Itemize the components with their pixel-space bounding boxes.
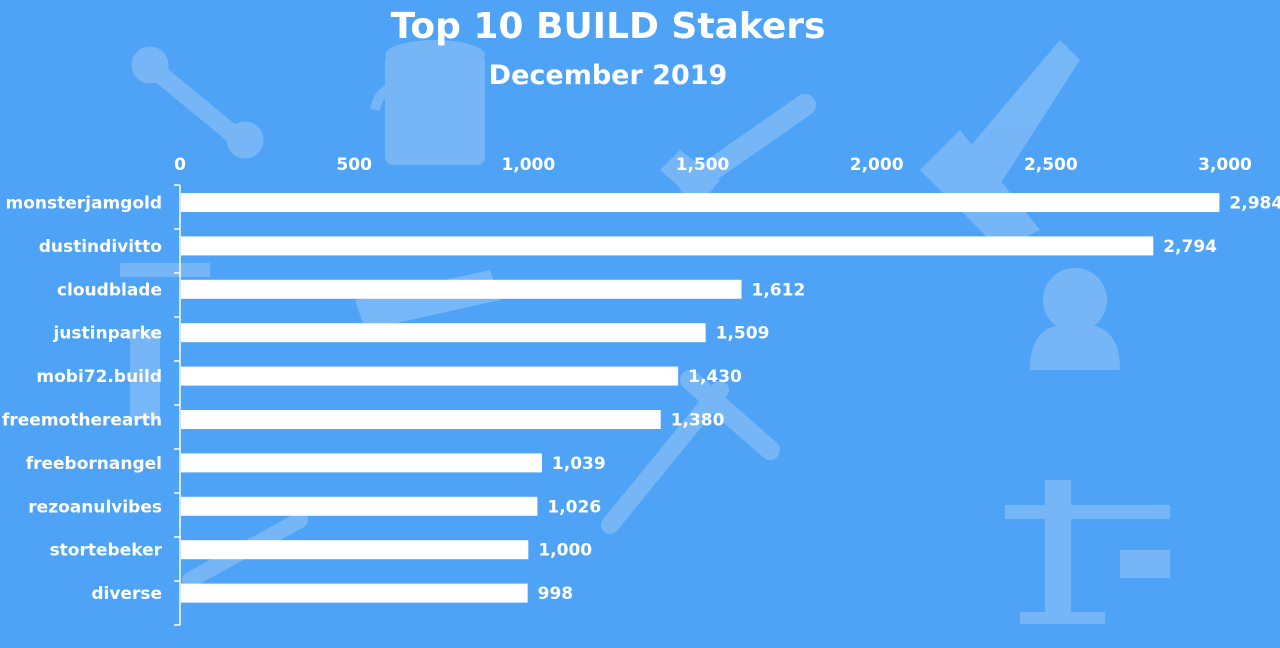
x-tick-label: 2,500 (1024, 155, 1078, 175)
crane-icon (1005, 480, 1170, 624)
hammer-icon (680, 370, 780, 460)
bar (181, 496, 538, 516)
x-tick-label: 500 (336, 155, 372, 175)
square-ruler-icon (920, 130, 1040, 250)
data-label: 1,380 (671, 411, 725, 431)
category-label: dustindivitto (39, 237, 162, 257)
bar (181, 193, 1220, 212)
x-tick-label: 1,500 (676, 155, 730, 175)
category-label: freemotherearth (2, 411, 162, 431)
bar (181, 279, 742, 299)
x-tick-label: 3,000 (1198, 155, 1252, 175)
category-label: cloudblade (57, 280, 162, 300)
data-label: 1,026 (547, 497, 601, 517)
data-label: 2,794 (1163, 237, 1217, 257)
bar (181, 583, 528, 603)
chart-subtitle: December 2019 (488, 60, 728, 91)
x-tick-label: 1,000 (501, 155, 555, 175)
data-label: 1,000 (538, 541, 592, 561)
data-label: 2,984 (1229, 194, 1280, 214)
category-label: stortebeker (50, 541, 163, 561)
data-label: 998 (538, 584, 574, 604)
category-label: diverse (91, 584, 162, 604)
bar (181, 540, 529, 560)
data-label: 1,039 (552, 454, 606, 474)
category-label: justinparke (52, 324, 162, 344)
wrench-icon (131, 46, 264, 159)
category-label: freebornangel (26, 454, 162, 474)
bar (181, 453, 542, 473)
paint-bucket-icon (370, 40, 485, 165)
bar (181, 236, 1154, 256)
bar (181, 410, 661, 429)
axis-layer: 0 500 1,000 1,500 2,000 2,500 3,000 monsterjamg… (2, 155, 1252, 626)
category-label: rezoanulvibes (28, 497, 162, 517)
x-tick-label: 0 (174, 155, 186, 175)
person-icon (1030, 268, 1120, 370)
data-label: 1,612 (752, 280, 806, 300)
chart-title: Top 10 BUILD Stakers (390, 6, 826, 47)
bar (181, 366, 679, 386)
bars-layer: 2,984 2,794 1,612 1,509 1,430 1,380 1,039 1,026… (181, 193, 1280, 604)
bar (181, 323, 706, 343)
category-label: mobi72.build (36, 367, 162, 387)
paintbrush-icon (660, 94, 816, 205)
data-label: 1,430 (688, 367, 742, 387)
data-label: 1,509 (716, 324, 770, 344)
x-tick-label: 2,000 (850, 155, 904, 175)
screwdriver-icon (601, 381, 729, 534)
category-label: monsterjamgold (5, 194, 162, 214)
